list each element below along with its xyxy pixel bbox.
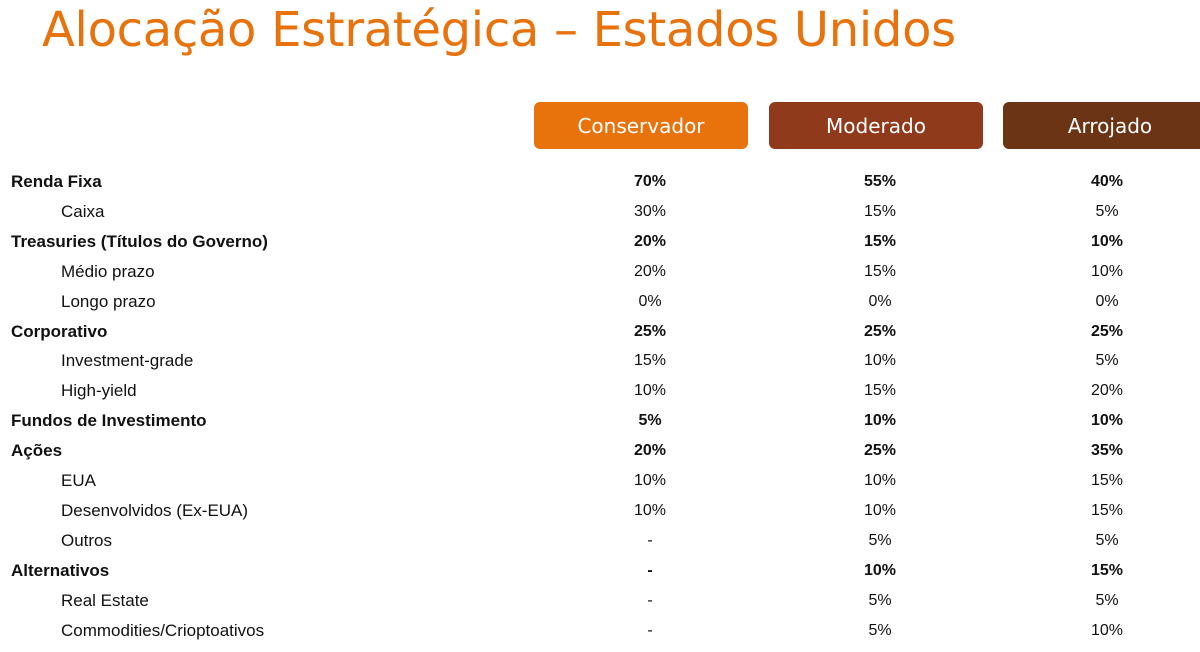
subcategory-label: High-yield (61, 381, 137, 401)
value-moderado: 25% (863, 322, 897, 340)
value-conservador: - (647, 531, 653, 549)
value-moderado: 15% (863, 232, 897, 250)
table-row: EUA 10% 10% 15% (0, 466, 1200, 496)
value-moderado: 5% (868, 591, 892, 609)
value-moderado: 0% (868, 292, 892, 310)
category-label: Ações (11, 441, 63, 461)
page-title: Alocação Estratégica – Estados Unidos (42, 2, 956, 58)
table-row: Fundos de Investimento 5% 10% 10% (0, 406, 1200, 436)
value-conservador: 5% (638, 412, 662, 430)
value-conservador: 30% (633, 202, 667, 220)
value-arrojado: 5% (1095, 202, 1119, 220)
subcategory-label: Médio prazo (61, 261, 155, 281)
value-conservador: - (647, 621, 653, 639)
subcategory-label: Real Estate (61, 590, 149, 610)
value-moderado: 10% (863, 412, 897, 430)
value-moderado: 15% (863, 382, 897, 400)
value-conservador: - (647, 591, 653, 609)
table-row: Renda Fixa 70% 55% 40% (0, 167, 1200, 197)
table-row: Real Estate - 5% 5% (0, 586, 1200, 616)
subcategory-label: Longo prazo (61, 291, 156, 311)
value-arrojado: 5% (1095, 591, 1119, 609)
value-moderado: 5% (868, 621, 892, 639)
subcategory-label: Desenvolvidos (Ex-EUA) (61, 500, 249, 520)
subcategory-label: Commodities/Crioptoativos (61, 620, 265, 640)
table-row: Ações 20% 25% 35% (0, 436, 1200, 466)
value-conservador: 15% (633, 352, 667, 370)
table-row: Alternativos - 10% 15% (0, 556, 1200, 586)
value-conservador: 10% (633, 501, 667, 519)
value-arrojado: 15% (1090, 472, 1124, 489)
category-label: Treasuries (Títulos do Governo) (11, 231, 268, 251)
value-arrojado: 5% (1095, 352, 1119, 370)
table-row: Investment-grade 15% 10% 5% (0, 346, 1200, 376)
category-label: Renda Fixa (11, 172, 102, 191)
value-conservador: - (647, 561, 653, 579)
value-moderado: 10% (863, 561, 897, 579)
category-label: Alternativos (11, 560, 110, 580)
value-moderado: 55% (863, 173, 897, 190)
table-row: Outros - 5% 5% (0, 526, 1200, 556)
value-arrojado: 15% (1090, 501, 1124, 519)
value-arrojado: 10% (1090, 262, 1124, 280)
value-conservador: 20% (633, 262, 667, 280)
value-moderado: 25% (863, 442, 897, 460)
value-conservador: 20% (633, 232, 667, 250)
table-row: Corporativo 25% 25% 25% (0, 317, 1200, 347)
table-row: Caixa 30% 15% 5% (0, 197, 1200, 227)
value-moderado: 5% (868, 531, 892, 549)
value-conservador: 0% (638, 292, 662, 310)
value-moderado: 10% (863, 501, 897, 519)
value-moderado: 10% (863, 472, 897, 489)
value-arrojado: 35% (1090, 442, 1124, 460)
table-row: High-yield 10% 15% 20% (0, 376, 1200, 406)
subcategory-label: EUA (61, 471, 96, 490)
value-conservador: 10% (633, 472, 667, 489)
category-label: Fundos de Investimento (11, 411, 207, 431)
value-arrojado: 25% (1090, 322, 1124, 340)
value-moderado: 15% (863, 202, 897, 220)
value-arrojado: 20% (1090, 382, 1124, 400)
table-row: Treasuries (Títulos do Governo) 20% 15% 10% (0, 227, 1200, 257)
value-conservador: 10% (633, 382, 667, 400)
value-arrojado: 10% (1090, 621, 1124, 639)
value-arrojado: 40% (1090, 173, 1124, 190)
table-row: Desenvolvidos (Ex-EUA) 10% 10% 15% (0, 496, 1200, 526)
subcategory-label: Caixa (61, 201, 105, 221)
value-arrojado: 10% (1090, 412, 1124, 430)
header-conservador: Conservador (534, 102, 748, 149)
header-moderado: Moderado (769, 102, 983, 149)
value-moderado: 15% (863, 262, 897, 280)
table-row: Commodities/Crioptoativos - 5% 10% (0, 616, 1200, 646)
value-arrojado: 0% (1095, 292, 1119, 310)
table-row: Médio prazo 20% 15% 10% (0, 257, 1200, 287)
header-arrojado: Arrojado (1003, 102, 1200, 149)
category-label: Corporativo (11, 321, 108, 341)
value-moderado: 10% (863, 352, 897, 370)
subcategory-label: Outros (61, 530, 113, 550)
value-conservador: 70% (633, 173, 667, 190)
value-conservador: 25% (633, 322, 667, 340)
table-row: Longo prazo 0% 0% 0% (0, 287, 1200, 317)
value-conservador: 20% (633, 442, 667, 460)
value-arrojado: 5% (1095, 531, 1119, 549)
subcategory-label: Investment-grade (61, 351, 194, 371)
value-arrojado: 15% (1090, 561, 1124, 579)
value-arrojado: 10% (1090, 232, 1124, 250)
